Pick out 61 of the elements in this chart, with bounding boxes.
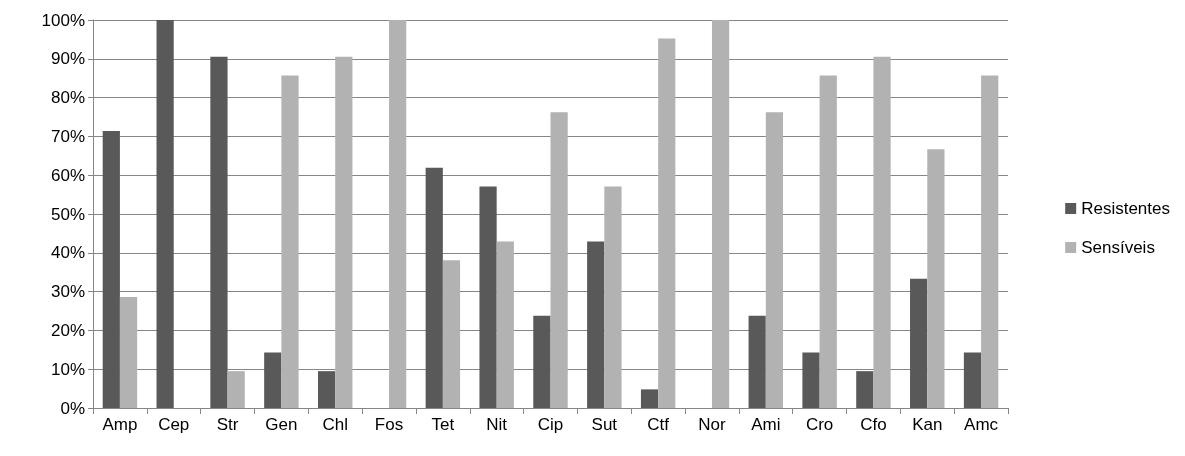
bar (658, 38, 676, 408)
bar (802, 352, 820, 408)
y-tick-label: 100% (41, 10, 85, 30)
bar (748, 315, 766, 408)
x-tick-label: Amc (964, 415, 999, 434)
y-tick-label: 60% (50, 165, 85, 185)
legend-label: Resistentes (1081, 199, 1171, 218)
x-tick-label: Fos (374, 415, 404, 434)
bar (910, 278, 928, 408)
x-tick-label: Str (216, 415, 239, 434)
bar (873, 56, 891, 408)
y-tick-label: 70% (50, 126, 85, 146)
bar (856, 371, 874, 408)
bar (963, 352, 982, 408)
bar (156, 20, 174, 408)
bar (425, 167, 443, 408)
bar (335, 56, 353, 408)
x-tick-label: Ami (751, 415, 781, 434)
bar (479, 186, 497, 408)
x-tick-label: Amp (102, 415, 138, 434)
bar (389, 20, 407, 408)
bar (442, 260, 461, 408)
bar (640, 389, 659, 408)
bar (587, 241, 605, 408)
y-tick-label: 0% (60, 398, 85, 418)
y-tick-label: 50% (50, 204, 85, 224)
x-tick-label: Cip (537, 415, 564, 434)
legend-label: Sensíveis (1081, 238, 1155, 257)
x-tick-label: Kan (912, 415, 943, 434)
bar (927, 149, 945, 408)
x-tick-label: Chl (322, 415, 348, 434)
y-tick-label: 90% (50, 49, 85, 69)
bar (264, 352, 282, 408)
y-tick-label: 10% (50, 359, 85, 379)
x-tick-label: Cfo (860, 415, 887, 434)
x-tick-label: Nor (698, 415, 726, 434)
bar (317, 371, 336, 408)
x-tick-label: Gen (265, 415, 298, 434)
y-tick-label: 80% (50, 88, 85, 108)
bar (102, 130, 120, 408)
bar (711, 20, 730, 408)
x-tick-label: Cro (805, 415, 834, 434)
bar (604, 186, 622, 408)
bar (210, 56, 228, 408)
x-tick-label: Nit (486, 415, 508, 434)
x-tick-label: Cep (158, 415, 190, 434)
bar (550, 112, 568, 408)
y-tick-label: 30% (50, 282, 85, 302)
bar (281, 75, 299, 408)
y-tick-label: 40% (50, 243, 85, 263)
x-tick-label: Ctf (647, 415, 670, 434)
bar (496, 241, 514, 408)
bar (765, 112, 784, 408)
y-tick-label: 20% (50, 320, 85, 340)
bar (981, 75, 999, 408)
bar (227, 371, 245, 408)
bar (533, 315, 551, 408)
x-tick-label: Sut (591, 415, 618, 434)
bar (119, 297, 138, 408)
x-tick-label: Tet (431, 415, 455, 434)
bar (819, 75, 837, 408)
